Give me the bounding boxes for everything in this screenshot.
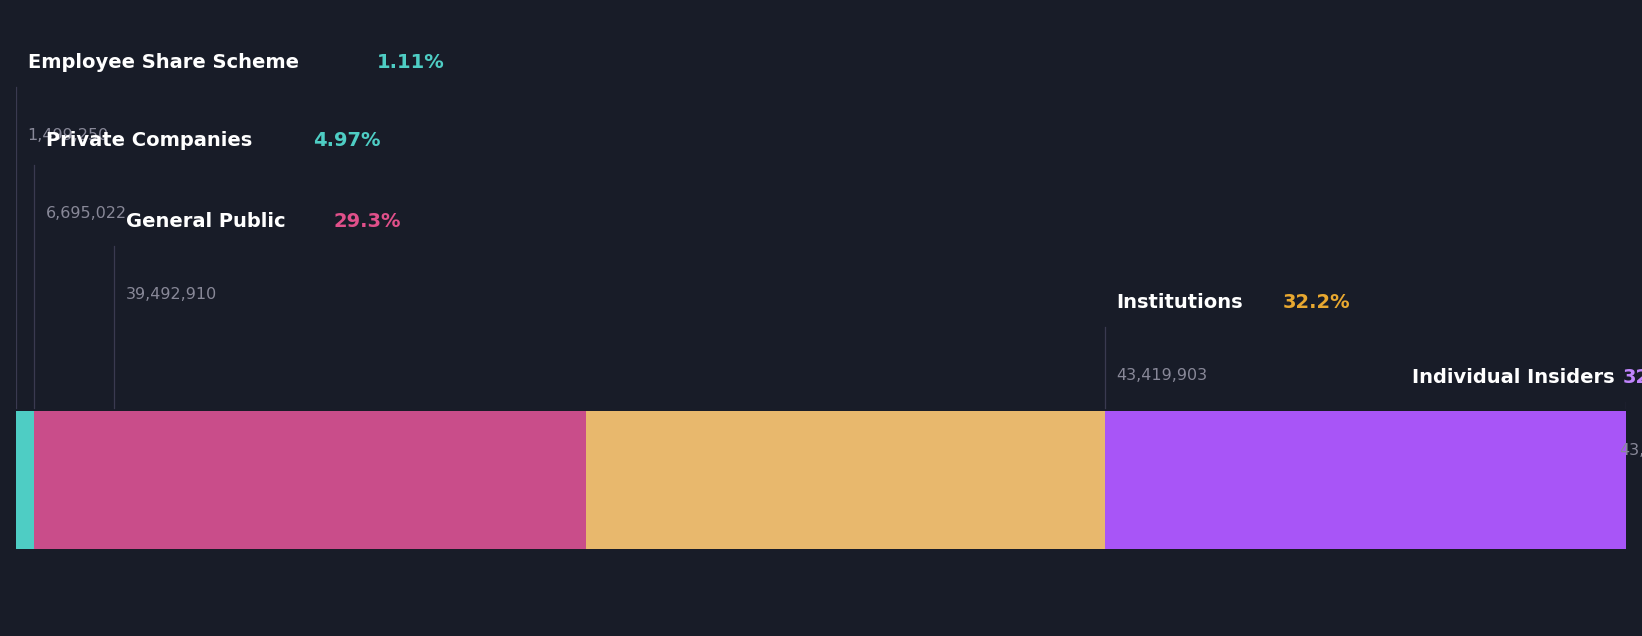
Text: 1,499,250: 1,499,250: [28, 128, 108, 144]
Bar: [34, 411, 115, 549]
Bar: [16, 411, 34, 549]
Text: 32.3%: 32.3%: [1622, 368, 1642, 387]
Text: Private Companies: Private Companies: [46, 131, 251, 149]
Text: 32.2%: 32.2%: [1282, 293, 1351, 312]
Text: Institutions: Institutions: [1117, 293, 1243, 312]
Text: 6,695,022: 6,695,022: [46, 207, 126, 221]
Text: Individual Insiders: Individual Insiders: [1412, 368, 1614, 387]
Bar: [1105, 411, 1626, 549]
Bar: [115, 411, 586, 549]
Text: General Public: General Public: [126, 212, 286, 231]
Text: 4.97%: 4.97%: [314, 131, 381, 149]
Text: 29.3%: 29.3%: [333, 212, 401, 231]
Text: Employee Share Scheme: Employee Share Scheme: [28, 53, 299, 72]
Text: 43,558,165: 43,558,165: [1619, 443, 1642, 458]
Text: 1.11%: 1.11%: [376, 53, 445, 72]
Text: 39,492,910: 39,492,910: [126, 287, 217, 303]
Text: 43,419,903: 43,419,903: [1117, 368, 1207, 384]
Bar: [586, 411, 1105, 549]
